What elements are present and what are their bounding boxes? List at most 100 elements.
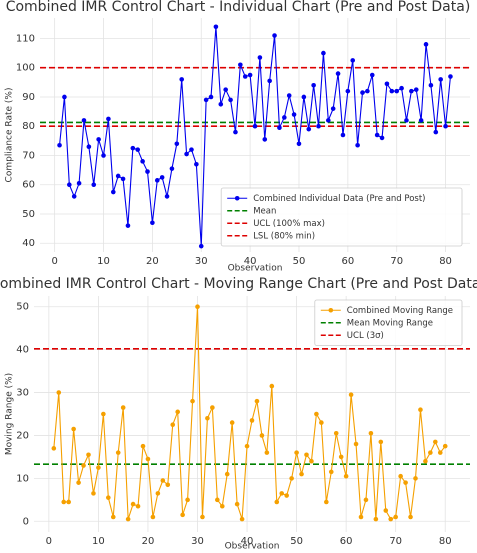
data-point — [247, 72, 253, 78]
data-point — [145, 456, 151, 462]
data-point — [413, 476, 418, 481]
data-point — [210, 405, 215, 410]
data-point — [294, 450, 299, 455]
data-point — [56, 390, 62, 395]
data-point — [428, 82, 434, 88]
chart-title: Combined IMR Control Chart - Moving Rang… — [0, 276, 477, 292]
data-point — [115, 173, 121, 179]
data-point — [442, 443, 448, 449]
data-point — [66, 499, 71, 505]
x-tick-label: 20 — [142, 536, 155, 547]
data-point — [306, 126, 312, 132]
data-point — [304, 452, 309, 458]
data-point — [403, 480, 408, 485]
data-point — [399, 85, 404, 91]
data-point — [328, 469, 334, 475]
data-point — [62, 94, 67, 100]
data-point — [159, 175, 165, 180]
x-axis-label: Observation — [228, 264, 283, 274]
data-point — [76, 480, 81, 485]
data-point — [345, 88, 351, 94]
legend-box — [220, 187, 463, 247]
data-point — [195, 304, 200, 310]
data-point — [224, 471, 230, 477]
data-point — [106, 495, 111, 500]
data-point — [174, 141, 180, 147]
data-point — [140, 443, 146, 449]
data-point — [343, 473, 349, 479]
data-point — [110, 189, 116, 195]
data-point — [418, 118, 424, 123]
data-point — [262, 137, 268, 142]
data-point — [333, 431, 339, 436]
data-point — [200, 514, 205, 520]
data-point — [175, 409, 180, 415]
data-point — [316, 123, 321, 129]
data-point — [239, 516, 245, 522]
y-tick-label: 40 — [16, 345, 29, 356]
x-tick-label: 60 — [340, 536, 353, 547]
data-point — [120, 176, 126, 182]
data-point — [340, 132, 346, 138]
data-point — [81, 463, 86, 468]
data-point — [71, 426, 76, 432]
data-point — [160, 478, 166, 483]
y-tick-label: 10 — [16, 473, 29, 484]
x-tick-label: 30 — [191, 536, 204, 547]
data-point — [301, 94, 307, 100]
data-point — [282, 115, 287, 120]
x-tick-label: 0 — [46, 536, 52, 547]
data-point — [363, 497, 369, 503]
data-point — [369, 72, 375, 78]
data-point — [252, 123, 258, 129]
data-point — [86, 144, 92, 149]
data-point — [86, 452, 91, 458]
data-point — [238, 62, 243, 68]
data-point — [233, 129, 238, 135]
data-point — [81, 118, 87, 123]
x-tick-label: 20 — [146, 256, 159, 267]
data-point — [360, 90, 365, 95]
legend-label: Combined Moving Range — [347, 306, 453, 316]
data-point — [279, 491, 285, 496]
y-tick-label: 70 — [22, 150, 35, 161]
data-point — [348, 392, 354, 397]
data-point — [311, 82, 316, 88]
data-point — [433, 439, 438, 445]
legend-marker — [328, 307, 334, 313]
data-point — [321, 50, 326, 56]
data-point — [355, 142, 360, 148]
data-point — [170, 422, 176, 428]
data-point — [423, 42, 429, 47]
legend: Combined Moving Range Mean Moving Range UC… — [314, 299, 463, 346]
data-point — [398, 473, 403, 479]
data-point — [203, 97, 209, 103]
data-point — [433, 129, 439, 135]
x-tick-label: 10 — [97, 256, 110, 267]
data-point — [379, 135, 385, 141]
y-tick-label: 90 — [22, 92, 35, 103]
data-point — [180, 512, 185, 518]
data-point — [378, 439, 384, 445]
legend-label: Combined Individual Data (Pre and Post) — [253, 194, 425, 204]
data-point — [164, 194, 170, 199]
data-point — [169, 166, 175, 171]
y-tick-label: 40 — [22, 238, 35, 249]
data-point — [409, 88, 414, 94]
data-point — [373, 516, 379, 522]
data-point — [353, 441, 359, 447]
data-point — [190, 398, 195, 404]
data-point — [338, 454, 344, 460]
legend-label: LSL (80% min) — [253, 231, 315, 241]
data-point — [215, 497, 220, 503]
data-point — [289, 476, 294, 481]
data-point — [325, 118, 331, 123]
y-tick-label: 110 — [16, 33, 35, 44]
data-point — [242, 74, 248, 79]
y-tick-label: 80 — [22, 121, 35, 132]
data-point — [330, 106, 336, 111]
data-point — [314, 411, 319, 417]
data-point — [335, 71, 341, 76]
data-point — [259, 433, 265, 438]
data-point — [418, 407, 423, 413]
